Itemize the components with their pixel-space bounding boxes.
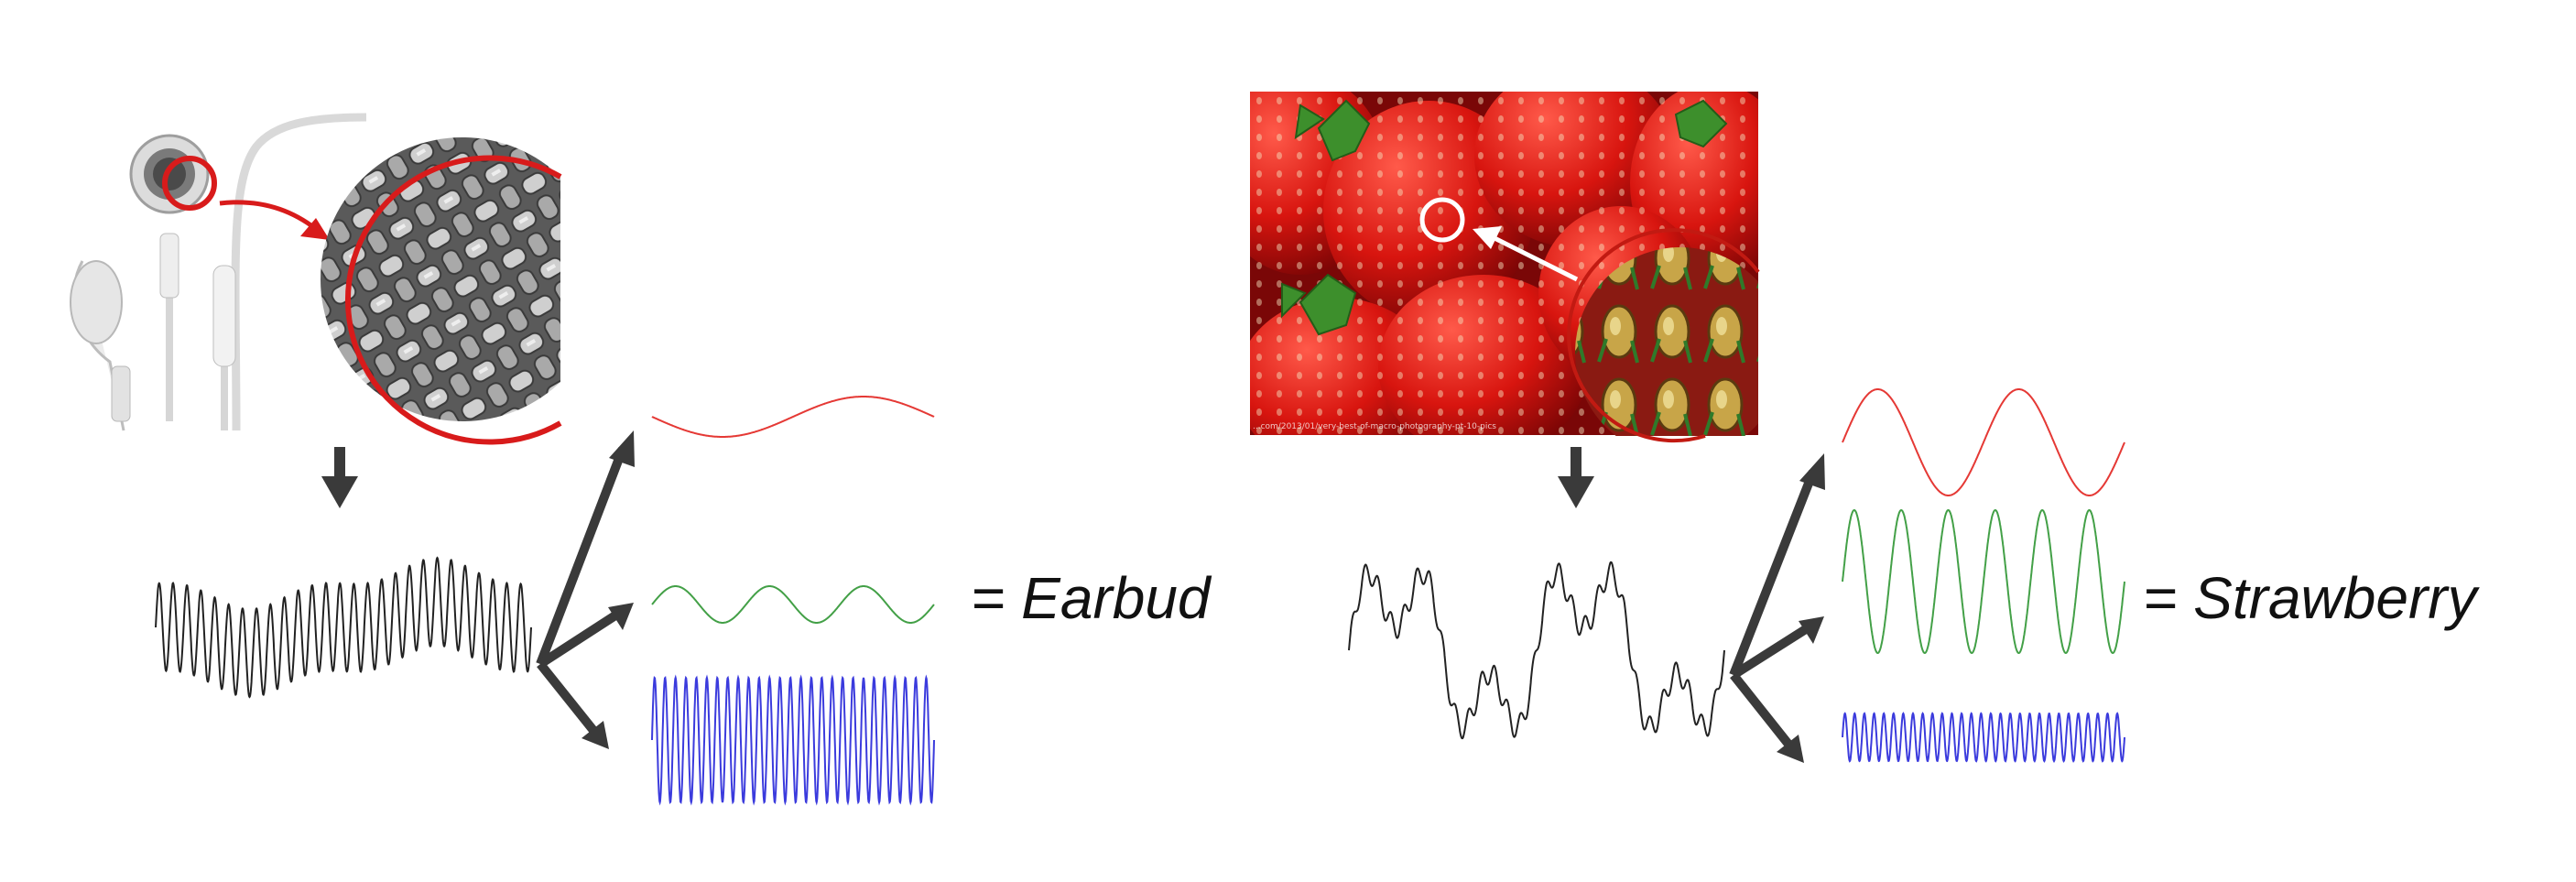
mid-frequency-component	[652, 586, 934, 623]
earbud-panel: = Earbud	[71, 117, 1212, 802]
low-frequency-component	[652, 397, 934, 437]
mid-frequency-component	[1842, 510, 2125, 653]
high-frequency-component	[652, 678, 934, 802]
decomposition-arrows	[1734, 453, 1825, 763]
decomposition-arrows	[540, 430, 635, 749]
strawberry-composite-signal	[1349, 562, 1724, 738]
earbud-composite-signal	[156, 558, 531, 697]
down-arrow-icon	[321, 447, 358, 508]
photo-credit: ...com/2013/01/very-best-of-macro-photog…	[1253, 422, 1496, 431]
strawberry-panel: ...com/2013/01/very-best-of-macro-photog…	[1213, 64, 2481, 763]
earbud-result-label: = Earbud	[971, 565, 1212, 631]
low-frequency-component	[1842, 389, 2125, 495]
strawberry-result-label: = Strawberry	[2143, 565, 2481, 631]
high-frequency-component	[1842, 713, 2125, 761]
